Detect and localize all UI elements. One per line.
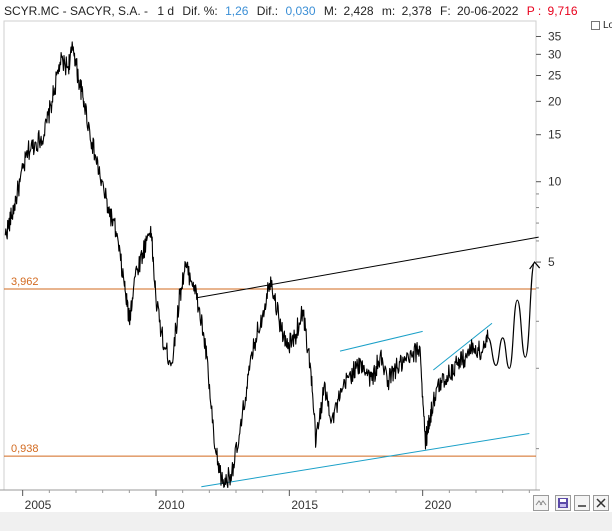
y-tick-label: 30 xyxy=(548,47,562,61)
y-tick-label: 15 xyxy=(548,128,562,142)
close-button[interactable] xyxy=(593,495,609,511)
x-tick-label: 2020 xyxy=(425,498,452,512)
date-label: F: xyxy=(440,4,451,18)
bottom-toolbar xyxy=(0,512,612,531)
trendline xyxy=(339,330,423,352)
x-tick-label: 2010 xyxy=(158,498,185,512)
dif-value: 0,030 xyxy=(285,4,315,18)
date-value: 20-06-2022 xyxy=(457,4,519,18)
dif-pct-value: 1,26 xyxy=(225,4,249,18)
p-label: P : xyxy=(527,4,541,18)
dif-label: Dif.: xyxy=(257,4,278,18)
max-value: 2,428 xyxy=(344,4,374,18)
minimize-button[interactable] xyxy=(574,495,590,511)
dif-pct-label: Dif. %: xyxy=(182,4,217,18)
y-tick-label: 20 xyxy=(548,94,562,108)
log-label: Log xyxy=(603,20,612,31)
x-tick-label: 2015 xyxy=(291,498,318,512)
price-line xyxy=(4,41,489,489)
min-value: 2,378 xyxy=(402,4,432,18)
log-checkbox[interactable] xyxy=(591,21,600,30)
period-text: 1 d xyxy=(157,4,174,18)
log-scale-toggle[interactable]: Log xyxy=(591,20,612,31)
p-value: 9,716 xyxy=(548,4,578,18)
trendline xyxy=(195,236,539,299)
min-label: m: xyxy=(382,4,395,18)
x-axis-ticks: 2005 2010 2015 2020 xyxy=(22,490,530,512)
double-chevron-icon xyxy=(535,500,547,506)
y-tick-label: 35 xyxy=(548,29,562,43)
trendlines xyxy=(195,236,539,488)
x-tick-label: 2005 xyxy=(25,498,52,512)
trendline xyxy=(201,432,530,488)
y-tick-label: 5 xyxy=(548,255,555,269)
y-tick-label: 10 xyxy=(548,175,562,189)
price-series xyxy=(4,41,541,489)
save-icon xyxy=(558,498,568,508)
y-axis: 35 30 25 20 15 10 5 xyxy=(536,29,562,450)
minimize-icon xyxy=(578,505,586,507)
close-icon xyxy=(596,498,606,508)
chart-header: SCYR.MC - SACYR, S.A. - 1 d Dif. %: 1,26… xyxy=(4,4,578,18)
max-label: M: xyxy=(324,4,337,18)
trendline xyxy=(433,322,493,371)
scroll-end-button[interactable] xyxy=(533,495,549,511)
symbol-text: SCYR.MC - SACYR, S.A. - xyxy=(4,4,148,18)
level-label: 0,938 xyxy=(11,443,39,455)
horizontal-levels: 3,962 0,938 xyxy=(4,276,536,457)
y-tick-label: 25 xyxy=(548,68,562,82)
projection-path xyxy=(487,261,536,369)
save-button[interactable] xyxy=(555,495,571,511)
level-label: 3,962 xyxy=(11,276,39,288)
projection-arrowhead xyxy=(529,261,541,270)
